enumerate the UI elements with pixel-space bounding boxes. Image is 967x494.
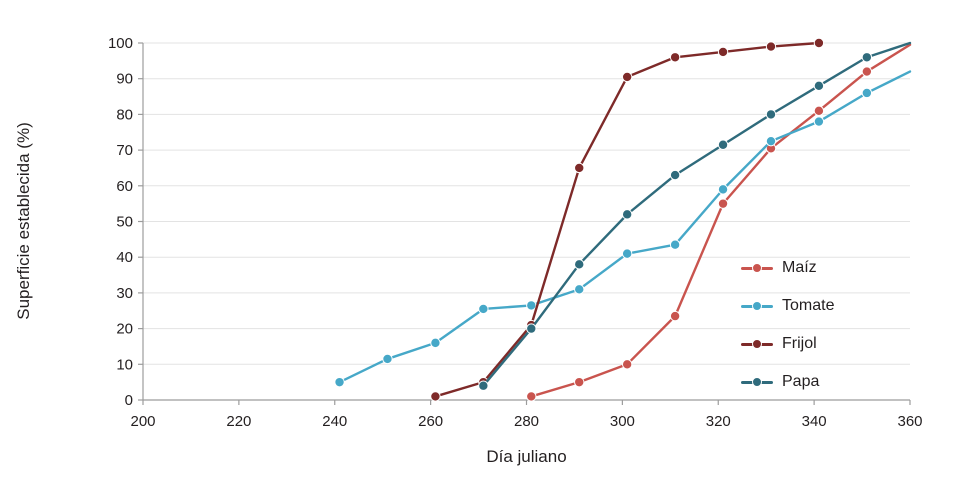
legend-line-icon <box>741 339 773 349</box>
y-tick-label: 40 <box>116 249 133 266</box>
series-marker-frijol <box>430 391 441 402</box>
series-marker-frijol <box>765 41 777 52</box>
legend-dot-icon <box>752 339 762 349</box>
series-marker-tomate <box>478 303 489 315</box>
x-tick-label: 360 <box>897 413 922 430</box>
legend-item-papa: Papa <box>741 370 834 394</box>
series-marker-papa <box>765 109 777 120</box>
series-marker-tomate <box>382 353 393 365</box>
legend-dot-icon <box>752 301 762 311</box>
series-marker-frijol <box>669 52 681 63</box>
series-marker-frijol <box>813 37 825 49</box>
series-line-maíz <box>530 43 912 398</box>
legend-label: Tomate <box>782 297 835 314</box>
x-tick-label: 300 <box>610 413 635 430</box>
series-marker-tomate <box>813 116 825 127</box>
series-marker-papa <box>574 259 585 270</box>
series-marker-papa <box>717 139 729 150</box>
legend-item-maiz: Maíz <box>741 256 834 280</box>
series-marker-frijol <box>574 162 585 174</box>
series-marker-tomate <box>526 300 537 311</box>
x-axis-title: Día juliano <box>486 447 567 466</box>
x-tick-label: 320 <box>706 413 731 430</box>
legend-label: Papa <box>782 373 820 390</box>
series-marker-maíz <box>813 105 825 117</box>
series-marker-maíz <box>669 310 681 322</box>
series-marker-tomate <box>621 248 633 259</box>
legend-line-icon <box>741 377 773 387</box>
series-marker-papa <box>478 380 489 391</box>
series-marker-frijol <box>621 71 633 83</box>
series-marker-tomate <box>669 239 681 250</box>
series-marker-maíz <box>574 376 585 388</box>
series-marker-papa <box>813 80 825 92</box>
y-tick-label: 10 <box>116 356 133 373</box>
x-tick-label: 220 <box>226 413 251 430</box>
legend-dot-icon <box>752 263 762 273</box>
series-marker-papa <box>669 169 681 181</box>
x-tick-label: 260 <box>418 413 443 430</box>
legend-label: Maíz <box>782 259 817 276</box>
x-tick-label: 240 <box>322 413 347 430</box>
series-marker-tomate <box>765 135 777 147</box>
series-marker-papa <box>621 209 633 220</box>
x-tick-label: 200 <box>130 413 155 430</box>
series-marker-tomate <box>334 376 345 388</box>
y-tick-label: 70 <box>116 142 133 159</box>
series-marker-maíz <box>621 359 633 370</box>
x-tick-label: 280 <box>514 413 539 430</box>
series-marker-tomate <box>861 87 873 99</box>
series-marker-maíz <box>717 198 729 209</box>
y-tick-label: 50 <box>116 214 133 231</box>
x-tick-label: 340 <box>802 413 827 430</box>
series-marker-maíz <box>526 391 537 402</box>
legend-dot-icon <box>752 377 762 387</box>
series-line-papa <box>482 41 912 387</box>
series-marker-frijol <box>717 46 729 58</box>
y-tick-label: 90 <box>116 71 133 88</box>
y-tick-label: 0 <box>125 392 133 409</box>
legend: Maíz Tomate Frijol Papa <box>741 256 834 394</box>
series-marker-tomate <box>717 184 729 195</box>
y-tick-label: 60 <box>116 178 133 195</box>
y-tick-label: 100 <box>108 35 133 52</box>
y-tick-label: 20 <box>116 321 133 338</box>
legend-item-tomate: Tomate <box>741 294 834 318</box>
series-marker-tomate <box>430 337 441 349</box>
series-marker-papa <box>526 323 537 334</box>
legend-item-frijol: Frijol <box>741 332 834 356</box>
y-tick-label: 30 <box>116 285 133 302</box>
series-marker-papa <box>861 52 873 63</box>
series-marker-tomate <box>574 284 585 295</box>
legend-line-icon <box>741 263 773 273</box>
legend-line-icon <box>741 301 773 311</box>
legend-label: Frijol <box>782 335 817 352</box>
y-tick-label: 80 <box>116 106 133 123</box>
y-axis-title: Superficie establecida (%) <box>14 122 33 320</box>
series-marker-maíz <box>861 66 873 77</box>
